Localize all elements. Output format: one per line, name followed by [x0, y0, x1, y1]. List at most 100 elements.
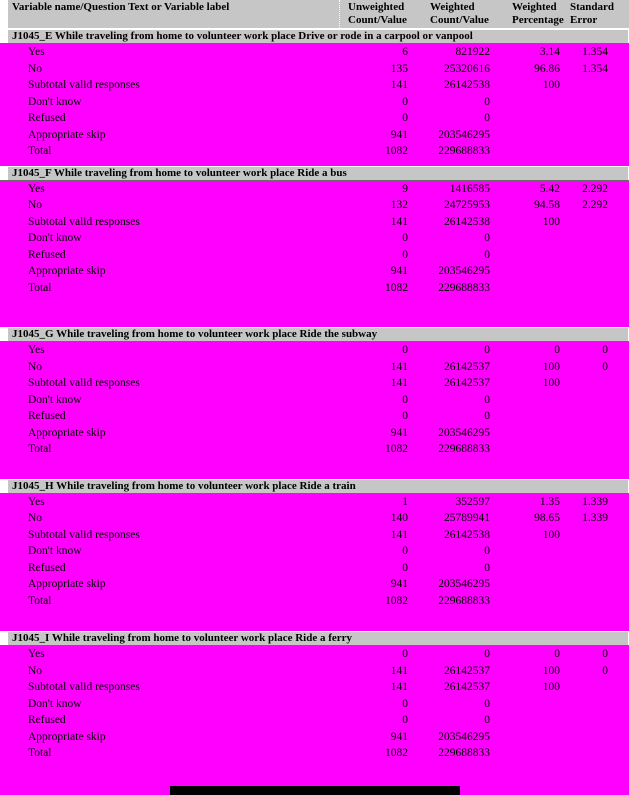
column-header-percentage: Weighted Percentage [512, 1, 564, 26]
row-label: Subtotal valid responses [28, 79, 140, 91]
header-band: Variable name/Question Text or Variable … [8, 0, 629, 28]
weighted-count: 0 [484, 344, 490, 356]
weighted-count: 0 [484, 95, 490, 108]
row-label: Yes [28, 182, 45, 195]
variable-section-j1045_e: J1045_E While traveling from home to vol… [0, 29, 629, 160]
unweighted-count: 141 [390, 681, 408, 693]
weighted-percentage [490, 425, 560, 442]
standard-error [560, 375, 608, 392]
unweighted-count: 1082 [385, 594, 408, 607]
unweighted-count: 941 [390, 265, 408, 277]
standard-error: 0 [602, 344, 608, 356]
standard-error [560, 77, 608, 94]
table-row: Total 1082 229688833 [0, 143, 629, 160]
section-header: J1045_H While traveling from home to vol… [0, 478, 629, 494]
row-label: No [28, 512, 43, 524]
weighted-percentage: 100 [542, 377, 560, 389]
row-label: Total [28, 747, 52, 759]
standard-error [560, 263, 608, 280]
table-row: Refused 0 0 [0, 712, 629, 729]
unweighted-count: 0 [402, 648, 408, 660]
weighted-count: 203546295 [438, 265, 490, 277]
table-header-row: Variable name/Question Text or Variable … [0, 0, 629, 29]
unweighted-count: 140 [390, 512, 408, 524]
standard-error [560, 280, 608, 297]
unweighted-count: 941 [390, 426, 408, 439]
table-row: Refused 0 0 [0, 408, 629, 425]
table-row: Don't know 0 0 [0, 230, 629, 247]
table-row: Yes 9 1416585 5.42 2.292 [0, 181, 629, 198]
row-label: Subtotal valid responses [28, 377, 140, 389]
table-row: No 132 24725953 94.58 2.292 [0, 197, 629, 214]
unweighted-count: 141 [390, 528, 408, 541]
table-row: Yes 6 821922 3.14 1.354 [0, 44, 629, 61]
table-row: Don't know 0 0 [0, 696, 629, 713]
weighted-percentage [490, 263, 560, 280]
unweighted-count: 141 [390, 360, 408, 373]
standard-error: 1.354 [582, 62, 608, 75]
weighted-count: 229688833 [438, 443, 490, 455]
row-label: Yes [28, 46, 45, 58]
row-label: Appropriate skip [28, 128, 106, 141]
standard-error: 0 [602, 664, 608, 677]
section-header-left-stub [0, 328, 8, 341]
table-row: Total 1082 229688833 [0, 441, 629, 458]
table-row: Subtotal valid responses 141 26142537 100 [0, 679, 629, 696]
unweighted-count: 0 [402, 95, 408, 108]
weighted-count: 229688833 [438, 747, 490, 759]
row-label: Refused [28, 248, 66, 261]
weighted-percentage: 100 [542, 528, 560, 541]
section-header-label: J1045_F While traveling from home to vol… [8, 166, 629, 180]
table-row: Yes 1 352597 1.35 1.339 [0, 494, 629, 511]
table-row: Yes 0 0 0 0 [0, 646, 629, 663]
table-body: J1045_E While traveling from home to vol… [0, 29, 629, 762]
standard-error [560, 712, 608, 729]
weighted-percentage: 94.58 [534, 199, 560, 211]
standard-error [560, 679, 608, 696]
weighted-count: 0 [484, 248, 490, 261]
standard-error [560, 560, 608, 577]
weighted-count: 203546295 [438, 128, 490, 141]
unweighted-count: 6 [402, 46, 408, 58]
weighted-count: 229688833 [438, 594, 490, 607]
weighted-count: 25789941 [444, 512, 490, 524]
weighted-count: 0 [484, 410, 490, 422]
weighted-count: 203546295 [438, 426, 490, 439]
column-header-variable: Variable name/Question Text or Variable … [8, 0, 340, 28]
section-header: J1045_I While traveling from home to vol… [0, 631, 629, 646]
standard-error [560, 593, 608, 610]
section-header-label: J1045_G While traveling from home to vol… [8, 328, 629, 341]
weighted-percentage: 5.42 [539, 182, 560, 195]
standard-error [560, 408, 608, 425]
standard-error: 1.339 [582, 495, 608, 508]
standard-error [560, 143, 608, 160]
variable-section-j1045_g: J1045_G While traveling from home to vol… [0, 327, 629, 458]
standard-error [560, 247, 608, 264]
standard-error [560, 127, 608, 144]
unweighted-count: 132 [390, 199, 408, 211]
unweighted-count: 141 [390, 79, 408, 91]
unweighted-count: 0 [402, 410, 408, 422]
table-row: Subtotal valid responses 141 26142538 100 [0, 77, 629, 94]
table-row: Subtotal valid responses 141 26142538 100 [0, 527, 629, 544]
weighted-percentage [490, 392, 560, 409]
row-label: Yes [28, 648, 45, 660]
table-row: Appropriate skip 941 203546295 [0, 729, 629, 746]
weighted-count: 26142538 [444, 215, 490, 228]
row-label: Don't know [28, 232, 82, 244]
weighted-count: 0 [484, 561, 490, 574]
unweighted-count: 0 [402, 344, 408, 356]
weighted-percentage: 100 [542, 215, 560, 228]
table-row: Subtotal valid responses 141 26142537 100 [0, 375, 629, 392]
standard-error: 0 [602, 648, 608, 660]
weighted-percentage [490, 543, 560, 560]
table-row: Don't know 0 0 [0, 392, 629, 409]
standard-error [560, 392, 608, 409]
weighted-count: 203546295 [438, 578, 490, 590]
weighted-percentage [490, 696, 560, 713]
unweighted-count: 0 [402, 697, 408, 710]
row-label: Subtotal valid responses [28, 681, 140, 693]
row-label: Don't know [28, 545, 82, 557]
section-header: J1045_G While traveling from home to vol… [0, 327, 629, 342]
standard-error [560, 425, 608, 442]
